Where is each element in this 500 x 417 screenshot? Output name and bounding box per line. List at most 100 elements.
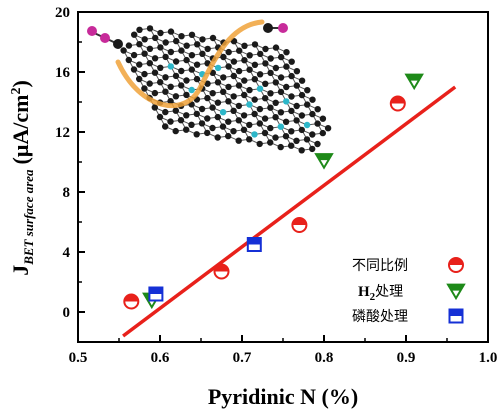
carbon-atom-icon	[256, 140, 263, 148]
carbon-atom-icon	[209, 124, 216, 132]
carbon-atom-icon	[146, 80, 153, 87]
carbon-atom-icon	[162, 88, 169, 95]
carbon-atom-icon	[183, 77, 190, 84]
carbon-atom-icon	[304, 101, 311, 108]
carbon-atom-icon	[303, 136, 311, 143]
carbon-atom-icon	[288, 93, 295, 100]
carbon-atom-icon	[178, 82, 185, 89]
carbon-atom-icon	[151, 89, 159, 97]
carbon-atom-icon	[246, 121, 253, 129]
carbon-atom-icon	[156, 113, 164, 121]
carbon-atom-icon	[262, 45, 269, 53]
carbon-atom-icon	[178, 33, 185, 40]
marker-fill	[124, 294, 139, 302]
carbon-atom-icon	[288, 142, 295, 149]
carbon-atom-icon	[194, 41, 201, 48]
carbon-atom-icon	[277, 109, 285, 116]
carbon-atom-icon	[130, 66, 138, 73]
carbon-atom-icon	[314, 140, 321, 148]
data-point-half-circle	[291, 217, 308, 233]
carbon-atom-icon	[298, 77, 306, 84]
carbon-atom-icon	[288, 72, 295, 80]
carbon-atom-icon	[188, 66, 195, 73]
carbon-atom-icon	[193, 75, 201, 83]
carbon-atom-icon	[188, 31, 196, 38]
carbon-atom-icon	[262, 80, 269, 88]
carbon-atom-icon	[282, 133, 290, 140]
nitrogen-atom-icon	[251, 131, 258, 138]
carbon-atom-icon	[162, 53, 169, 61]
carbon-atom-icon	[277, 143, 284, 151]
carbon-atom-icon	[262, 95, 269, 102]
carbon-atom-icon	[288, 107, 295, 115]
carbon-atom-icon	[272, 64, 280, 72]
carbon-atom-icon	[225, 98, 232, 105]
carbon-atom-icon	[183, 91, 190, 99]
carbon-atom-icon	[178, 47, 185, 54]
carbon-atom-icon	[219, 123, 227, 130]
carbon-atom-icon	[136, 61, 143, 68]
nitrogen-atom-icon	[214, 64, 222, 72]
carbon-atom-icon	[204, 94, 211, 102]
carbon-atom-icon	[141, 70, 148, 78]
carbon-atom-icon	[141, 50, 148, 57]
carbon-atom-icon	[256, 105, 264, 113]
y-tick-label: 0	[63, 305, 71, 321]
carbon-atom-icon	[204, 115, 211, 122]
data-point-triangle-down	[404, 73, 424, 91]
carbon-atom-icon	[314, 106, 321, 113]
carbon-atom-icon	[162, 108, 169, 116]
carbon-atom-icon	[235, 102, 243, 110]
nitrogen-atom-icon	[219, 109, 227, 116]
y-axis-title-unit-sup: 2	[9, 88, 24, 95]
carbon-atom-icon	[130, 51, 138, 59]
carbon-atom-icon	[146, 60, 153, 67]
carbon-atom-icon	[151, 69, 159, 76]
carbon-atom-icon	[225, 118, 232, 125]
carbon-atom-icon	[167, 98, 174, 105]
carbon-atom-icon	[235, 82, 243, 89]
carbon-atom-icon	[167, 48, 175, 56]
fit-line	[122, 85, 457, 338]
x-tick-label: 0.7	[233, 350, 252, 366]
carbon-atom-icon	[267, 90, 274, 97]
carbon-atom-icon	[199, 50, 206, 57]
carbon-atom-icon	[241, 77, 248, 84]
carbon-atom-icon	[214, 99, 222, 106]
carbon-atom-icon	[293, 82, 300, 89]
carbon-atom-icon	[157, 44, 164, 51]
carbon-atom-icon	[261, 115, 269, 122]
carbon-atom-icon	[136, 26, 143, 33]
data-point-triangle-down	[314, 153, 334, 170]
carbon-atom-icon	[172, 93, 180, 100]
carbon-atom-icon	[240, 126, 248, 133]
x-tick-label: 0.9	[397, 350, 416, 366]
marker-fill	[448, 284, 464, 291]
carbon-atom-icon	[304, 87, 311, 94]
carbon-atom-icon	[167, 83, 174, 91]
carbon-atom-icon	[146, 45, 154, 52]
carbon-atom-icon	[235, 137, 242, 144]
carbon-atom-icon	[230, 72, 237, 80]
carbon-atom-icon	[230, 128, 237, 135]
y-tick-label: 20	[55, 5, 70, 21]
legend-label-tail: 处理	[375, 284, 403, 300]
carbon-atom-icon	[267, 55, 274, 62]
carbon-atom-icon	[120, 47, 127, 54]
carbon-atom-icon	[246, 86, 253, 94]
carbon-atom-icon	[204, 129, 211, 137]
legend-marker-half-circle	[448, 257, 464, 273]
carbon-atom-icon	[319, 115, 327, 122]
carbon-atom-icon	[183, 112, 190, 119]
carbon-atom-icon	[183, 42, 190, 49]
carbon-atom-icon	[241, 42, 248, 49]
carbon-atom-icon	[152, 34, 159, 42]
carbon-atom-icon	[183, 56, 190, 64]
carbon-atom-icon	[214, 79, 222, 86]
carbon-atom-icon	[220, 74, 227, 81]
carbon-atom-icon	[113, 39, 123, 49]
carbon-atom-icon	[225, 83, 232, 91]
hydrogen-atom-icon	[87, 26, 97, 36]
carbon-atom-icon	[157, 79, 164, 86]
